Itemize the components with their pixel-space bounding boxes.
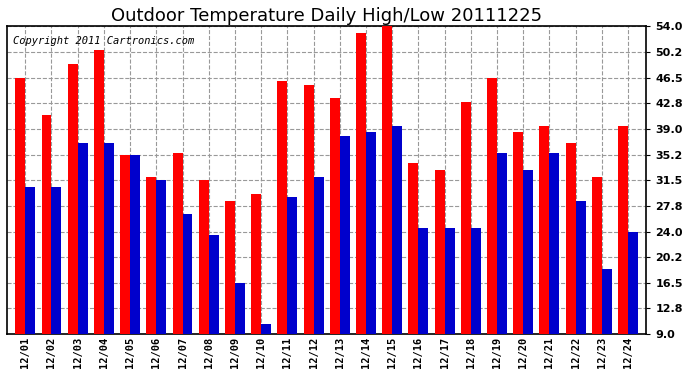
Bar [392,126,402,334]
Bar [183,214,193,334]
Bar [497,153,507,334]
Bar [382,27,392,334]
Bar [549,153,560,334]
Bar [366,132,376,334]
Bar [209,235,219,334]
Bar [94,50,104,334]
Bar [461,102,471,334]
Bar [251,194,261,334]
Bar [313,177,324,334]
Bar [444,228,455,334]
Text: Copyright 2011 Cartronics.com: Copyright 2011 Cartronics.com [13,36,195,46]
Bar [157,180,166,334]
Bar [146,177,157,334]
Bar [15,78,26,334]
Bar [435,170,444,334]
Bar [471,228,481,334]
Bar [513,132,523,334]
Bar [235,283,245,334]
Bar [52,187,61,334]
Bar [78,142,88,334]
Bar [487,78,497,334]
Bar [330,98,339,334]
Bar [104,142,114,334]
Bar [575,201,586,334]
Bar [130,155,140,334]
Bar [523,170,533,334]
Bar [120,155,130,334]
Bar [26,187,35,334]
Bar [261,324,271,334]
Bar [418,228,428,334]
Title: Outdoor Temperature Daily High/Low 20111225: Outdoor Temperature Daily High/Low 20111… [111,7,542,25]
Bar [68,64,78,334]
Bar [566,142,575,334]
Bar [618,126,628,334]
Bar [199,180,209,334]
Bar [408,163,418,334]
Bar [41,116,52,334]
Bar [304,85,313,334]
Bar [602,269,612,334]
Bar [287,197,297,334]
Bar [628,231,638,334]
Bar [172,153,183,334]
Bar [356,33,366,334]
Bar [225,201,235,334]
Bar [277,81,287,334]
Bar [339,136,350,334]
Bar [592,177,602,334]
Bar [540,126,549,334]
